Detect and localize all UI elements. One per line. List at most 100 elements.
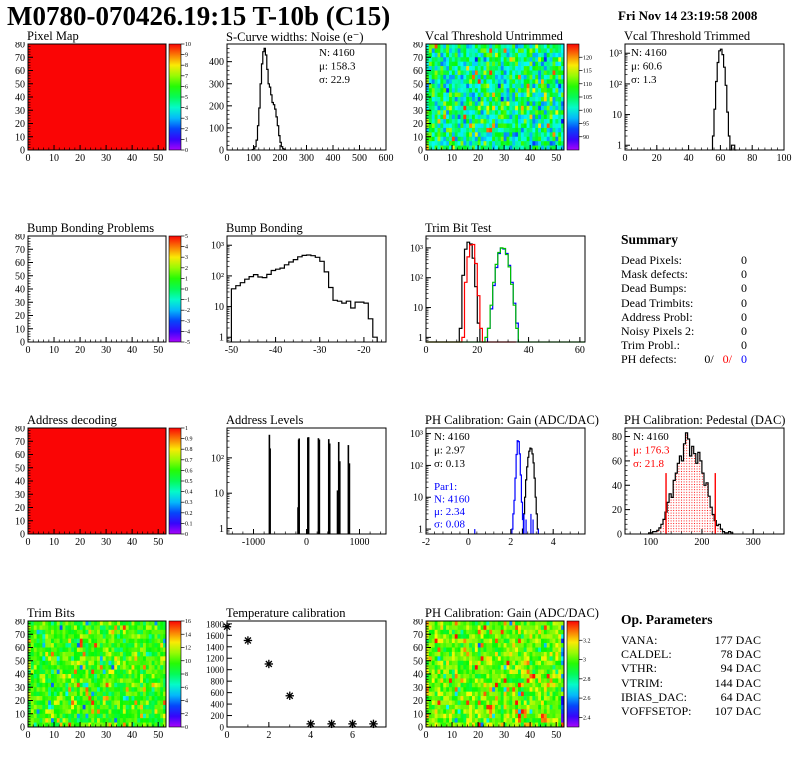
svg-text:μ: 60.6: μ: 60.6 [631, 61, 662, 73]
svg-text:0.8: 0.8 [185, 447, 193, 453]
svg-text:200: 200 [273, 153, 288, 164]
svg-text:7: 7 [185, 74, 188, 80]
svg-text:10²: 10² [410, 461, 423, 472]
svg-text:60: 60 [612, 456, 622, 467]
summary-label: Trim Probl.: [621, 338, 680, 353]
svg-text:40: 40 [127, 153, 137, 164]
svg-text:10²: 10² [609, 79, 622, 90]
svg-text:60: 60 [413, 643, 423, 654]
svg-text:20: 20 [652, 153, 662, 164]
svg-text:0: 0 [304, 537, 309, 548]
summary-value: 0 [741, 338, 747, 353]
svg-text:40: 40 [525, 730, 535, 741]
svg-text:30: 30 [15, 298, 25, 309]
svg-text:40: 40 [525, 153, 535, 164]
svg-text:30: 30 [15, 490, 25, 501]
svg-text:10: 10 [214, 489, 224, 500]
op-parameter-value: 177 DAC [714, 633, 761, 647]
summary-row: Noisy Pixels 2: 0 [621, 324, 747, 338]
svg-text:20: 20 [413, 696, 423, 707]
svg-text:0: 0 [185, 148, 188, 154]
svg-text:10³: 10³ [609, 49, 622, 60]
op-parameter-label: VANA: [621, 633, 658, 647]
ph-defects-value: 0/ [722, 352, 732, 367]
svg-text:100: 100 [583, 108, 592, 114]
op-parameter-label: IBIAS_DAC: [621, 689, 688, 704]
svg-text:400: 400 [209, 57, 224, 68]
svg-text:1: 1 [617, 141, 622, 152]
svg-text:70: 70 [15, 630, 25, 641]
svg-text:2: 2 [185, 266, 188, 272]
svg-text:1600: 1600 [206, 631, 225, 641]
svg-text:20: 20 [15, 503, 25, 514]
svg-text:50: 50 [551, 730, 561, 741]
svg-text:μ: 176.3: μ: 176.3 [633, 445, 670, 457]
svg-text:0: 0 [26, 730, 31, 741]
chart-title: Bump Bonding Problems [27, 221, 155, 235]
svg-text:10: 10 [185, 42, 191, 48]
summary-label: Dead Trimbits: [621, 295, 694, 310]
svg-text:80: 80 [612, 432, 622, 443]
svg-text:200: 200 [694, 537, 709, 548]
svg-text:0: 0 [424, 345, 429, 356]
svg-text:0: 0 [20, 338, 25, 349]
svg-text:40: 40 [127, 537, 137, 548]
svg-text:40: 40 [15, 670, 25, 681]
chart-title: S-Curve widths: Noise (e⁻) [226, 30, 364, 44]
chart-title: Bump Bonding [226, 221, 303, 235]
svg-text:10: 10 [413, 709, 423, 720]
svg-text:0.6: 0.6 [185, 468, 193, 474]
svg-text:50: 50 [413, 79, 423, 90]
op-parameter-label: VTHR: [621, 661, 657, 676]
chart-title: Address Levels [226, 413, 304, 427]
svg-text:0: 0 [424, 730, 429, 741]
summary-label: Dead Bumps: [621, 281, 687, 296]
svg-text:30: 30 [413, 683, 423, 694]
svg-text:0: 0 [26, 153, 31, 164]
chart-title: Address decoding [27, 413, 117, 427]
summary-rows: Dead Pixels: 0 Mask defects: 0 Dead Bumps: 0 D… [621, 253, 747, 367]
svg-text:0: 0 [623, 153, 628, 164]
svg-text:300: 300 [209, 79, 224, 90]
op-parameter-label: VOFFSETOP: [621, 704, 692, 719]
svg-text:4: 4 [308, 730, 313, 741]
svg-text:-2: -2 [185, 308, 190, 314]
svg-text:80: 80 [747, 153, 757, 164]
summary-panel: Summary Dead Pixels: 0 Mask defects: 0 Dead … [621, 232, 747, 367]
svg-text:60: 60 [15, 258, 25, 269]
op-parameter-value: 144 DAC [714, 675, 761, 690]
svg-text:200: 200 [209, 101, 224, 112]
svg-text:10³: 10³ [410, 243, 423, 254]
svg-text:50: 50 [15, 656, 25, 667]
svg-text:N: 4160: N: 4160 [319, 47, 355, 59]
op-parameters-rows: VANA: 177 DAC CALDEL: 78 DAC VTHR: 94 DAC VTRI… [621, 633, 761, 718]
svg-text:3.2: 3.2 [583, 638, 591, 644]
svg-text:300: 300 [299, 153, 314, 164]
svg-text:80: 80 [15, 234, 25, 243]
svg-text:2: 2 [266, 730, 271, 741]
svg-text:70: 70 [15, 245, 25, 256]
op-parameter-row: VTRIM: 144 DAC [621, 676, 761, 690]
svg-text:10: 10 [413, 132, 423, 143]
chart-title: Pixel Map [27, 29, 79, 43]
svg-text:2: 2 [185, 712, 188, 718]
svg-text:30: 30 [15, 683, 25, 694]
svg-text:14: 14 [185, 632, 191, 638]
svg-text:1000: 1000 [350, 537, 370, 548]
svg-text:10: 10 [447, 730, 457, 741]
svg-text:6: 6 [185, 685, 188, 691]
svg-text:10: 10 [49, 730, 59, 741]
svg-text:10²: 10² [211, 453, 224, 464]
svg-text:-5: -5 [185, 340, 190, 346]
summary-row: Dead Pixels: 0 [621, 253, 747, 267]
svg-text:0.2: 0.2 [185, 511, 193, 517]
svg-text:300: 300 [746, 537, 761, 548]
svg-text:60: 60 [413, 66, 423, 77]
svg-text:80: 80 [15, 619, 25, 628]
svg-text:-4: -4 [185, 329, 190, 335]
svg-text:110: 110 [583, 82, 592, 88]
svg-text:40: 40 [15, 477, 25, 488]
svg-text:40: 40 [413, 670, 423, 681]
